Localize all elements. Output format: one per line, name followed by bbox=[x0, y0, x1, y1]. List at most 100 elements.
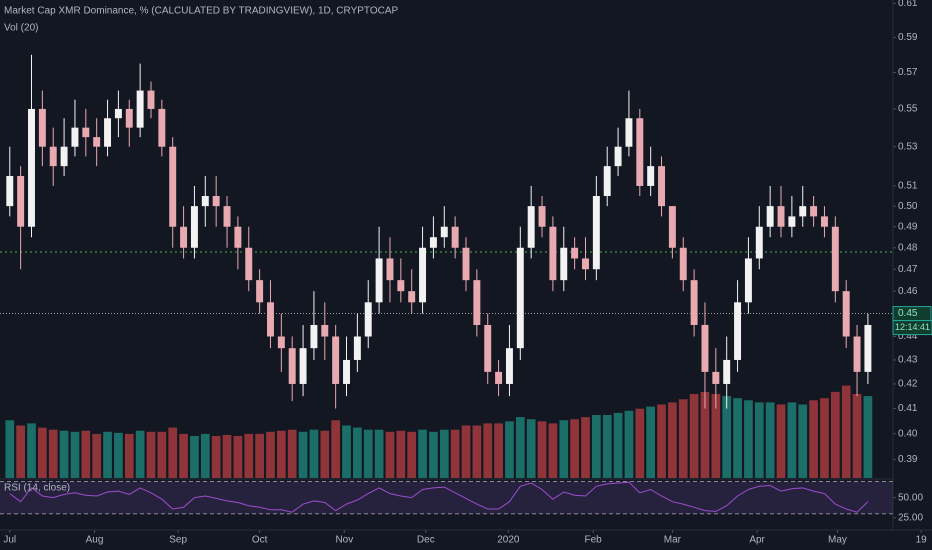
candle-body bbox=[516, 247, 524, 349]
candle-body bbox=[744, 258, 752, 303]
candle-body bbox=[266, 302, 274, 337]
volume-bar bbox=[592, 415, 601, 478]
volume-bar bbox=[38, 427, 47, 478]
volume-bar bbox=[59, 430, 69, 478]
last-price-label: 0.45 bbox=[898, 308, 918, 319]
candle-body bbox=[679, 247, 687, 281]
volume-bar bbox=[570, 419, 579, 478]
volume-bar bbox=[733, 398, 742, 478]
volume-bar bbox=[276, 430, 286, 478]
x-tick-label: Aug bbox=[86, 535, 104, 546]
candle-body bbox=[712, 371, 720, 384]
candle-body bbox=[571, 247, 579, 259]
volume-bar bbox=[581, 417, 590, 478]
volume-bar bbox=[461, 425, 471, 478]
volume-bar bbox=[418, 429, 427, 478]
candle-body bbox=[60, 146, 68, 167]
candle-body bbox=[647, 166, 655, 186]
volume-bar bbox=[70, 431, 80, 478]
volume-bar bbox=[830, 391, 840, 478]
volume-bar bbox=[678, 399, 688, 478]
candle-body bbox=[288, 348, 296, 384]
candle-body bbox=[810, 206, 818, 217]
rsi-y-tick-label: 50.00 bbox=[898, 492, 923, 503]
volume-bar bbox=[211, 436, 221, 478]
volume-bar bbox=[841, 385, 851, 478]
volume-bar bbox=[5, 420, 15, 478]
candle-body bbox=[136, 90, 144, 128]
volume-bar bbox=[135, 430, 145, 478]
volume-bar bbox=[298, 431, 308, 478]
volume-bar bbox=[711, 394, 721, 478]
candle-body bbox=[223, 206, 231, 227]
rsi-legend: RSI (14, close) bbox=[4, 483, 70, 494]
y-tick-label: 0.40 bbox=[898, 428, 918, 439]
candle-body bbox=[364, 302, 372, 337]
volume-bar bbox=[255, 433, 264, 478]
volume-bar bbox=[483, 423, 493, 478]
candle-body bbox=[766, 206, 774, 227]
volume-bar bbox=[363, 429, 373, 478]
volume-bar bbox=[124, 433, 134, 478]
volume-bar bbox=[450, 429, 460, 478]
candle-body bbox=[842, 291, 850, 337]
volume-bar bbox=[624, 410, 634, 478]
volume-bar bbox=[81, 430, 91, 478]
candle-body bbox=[299, 348, 307, 384]
volume-bar bbox=[787, 402, 797, 478]
x-tick-label: Apr bbox=[749, 535, 765, 546]
x-tick-label: Mar bbox=[664, 535, 682, 546]
volume-bar bbox=[374, 429, 384, 478]
candle-body bbox=[190, 206, 198, 248]
y-tick-label: 0.57 bbox=[898, 67, 918, 78]
y-tick-label: 0.41 bbox=[898, 403, 918, 414]
candle-body bbox=[451, 226, 459, 248]
candle-body bbox=[549, 226, 557, 281]
volume-bar bbox=[820, 398, 829, 478]
volume-bar bbox=[309, 429, 319, 478]
x-tick-label: May bbox=[828, 535, 847, 546]
y-tick-label: 0.48 bbox=[898, 242, 918, 253]
volume-bar bbox=[863, 396, 873, 478]
volume-bar bbox=[103, 431, 112, 478]
candle-body bbox=[636, 118, 644, 186]
candle-body bbox=[310, 324, 318, 349]
volume-bar bbox=[765, 402, 775, 478]
candle-body bbox=[527, 206, 535, 248]
y-tick-label: 0.44 bbox=[898, 331, 918, 342]
volume-bar bbox=[114, 432, 123, 478]
candle-body bbox=[114, 108, 122, 119]
candle-body bbox=[820, 216, 828, 227]
volume-bar bbox=[266, 431, 275, 478]
candle-body bbox=[71, 127, 79, 147]
candle-body bbox=[864, 324, 872, 372]
volume-bar bbox=[287, 429, 297, 478]
y-tick-label: 0.39 bbox=[898, 454, 918, 465]
y-tick-label: 0.61 bbox=[898, 0, 918, 9]
candle-body bbox=[484, 324, 492, 372]
candle-body bbox=[245, 247, 253, 281]
candle-body bbox=[592, 195, 600, 270]
candle-body bbox=[212, 195, 220, 207]
volume-legend: Vol (20) bbox=[4, 23, 38, 34]
volume-bar bbox=[548, 423, 558, 478]
y-tick-label: 0.51 bbox=[898, 181, 918, 192]
volume-bar bbox=[526, 419, 536, 478]
candle-body bbox=[82, 127, 90, 138]
candle-body bbox=[853, 336, 861, 372]
volume-bar bbox=[320, 430, 330, 478]
candle-body bbox=[723, 359, 731, 384]
volume-bar bbox=[515, 417, 525, 478]
volume-bar bbox=[602, 415, 612, 478]
volume-bar bbox=[222, 434, 232, 478]
candle-body bbox=[473, 280, 481, 325]
rsi-band-fill bbox=[0, 481, 893, 514]
volume-bar bbox=[537, 421, 547, 478]
candle-body bbox=[614, 146, 622, 167]
candle-body bbox=[6, 175, 14, 207]
y-tick-label: 0.50 bbox=[898, 201, 918, 212]
volume-bar bbox=[635, 408, 645, 478]
countdown-label: 12:14:41 bbox=[895, 322, 930, 332]
volume-bar bbox=[559, 420, 569, 478]
